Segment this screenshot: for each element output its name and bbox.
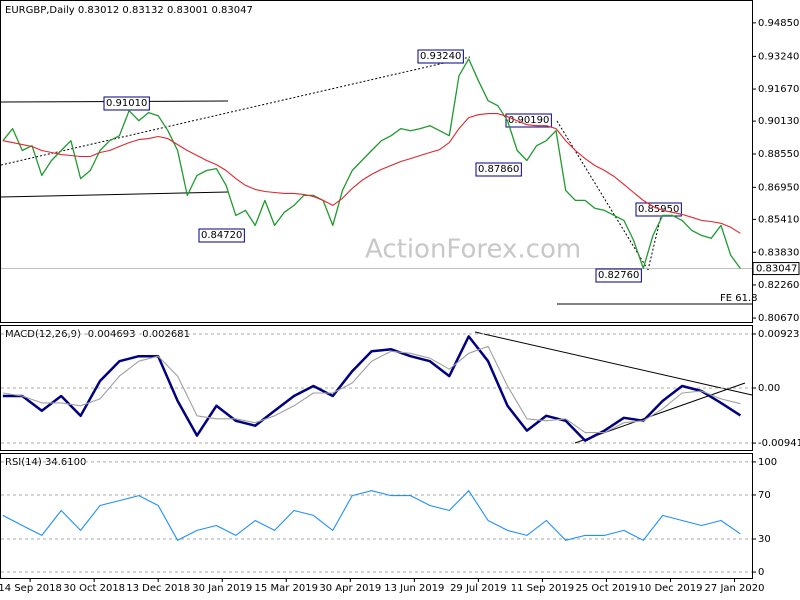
x-tick-label: 29 Jul 2019 — [450, 583, 507, 594]
y-tick-label: 0 — [758, 567, 764, 578]
annotation: FE 61.8 — [720, 293, 758, 304]
annotation-box — [595, 268, 642, 283]
x-tick-label: 25 Oct 2019 — [576, 583, 638, 594]
annotation-box — [475, 162, 522, 177]
annotation: 0.93240 — [420, 51, 461, 62]
y-tick-label: 0.90130 — [758, 116, 799, 127]
y-tick-label: 0.83830 — [758, 247, 799, 258]
x-tick-label: 14 Sep 2018 — [0, 583, 62, 594]
x-tick-label: 13 Dec 2018 — [126, 583, 190, 594]
y-tick-label: 30 — [758, 534, 771, 545]
y-tick-label: 0.80670 — [758, 313, 799, 324]
macd-title: MACD(12,26,9) -0.004693 -0.002681 — [5, 329, 190, 340]
y-tick-label: 0.009237 — [758, 329, 800, 340]
rsi-panel — [0, 453, 753, 579]
x-tick-label: 11 Sep 2019 — [511, 583, 574, 594]
series-line — [2, 335, 742, 442]
y-tick-label: -0.009413 — [758, 438, 800, 449]
y-tick-label: 0.85410 — [758, 214, 799, 225]
y-tick-label: 0.93240 — [758, 51, 799, 62]
trend-line — [0, 56, 471, 166]
series-line — [2, 345, 741, 434]
y-tick-label: 100 — [758, 457, 777, 468]
y-tick-label: 70 — [758, 490, 771, 501]
annotation-box — [505, 113, 552, 128]
price-title: EURGBP,Daily 0.83012 0.83132 0.83001 0.8… — [5, 5, 253, 16]
annotation-box — [635, 202, 682, 217]
y-tick-label: 0.86950 — [758, 182, 799, 193]
x-tick-label: 13 Jun 2019 — [384, 583, 444, 594]
series-line — [2, 490, 741, 541]
trend-line — [556, 120, 649, 271]
x-tick-label: 30 Jan 2019 — [192, 583, 252, 594]
y-tick-label: 0.88550 — [758, 149, 799, 160]
rsi-title: RSI(14) 34.6100 — [5, 457, 86, 468]
annotation-box — [103, 96, 150, 111]
price-panel — [0, 0, 753, 323]
x-tick-label: 27 Jan 2020 — [705, 583, 765, 594]
annotation: 0.87860 — [478, 164, 519, 175]
y-tick-label: 0.91670 — [758, 84, 799, 95]
x-tick-label: 15 Mar 2019 — [255, 583, 318, 594]
x-tick-label: 30 Apr 2019 — [319, 583, 381, 594]
annotation: 0.91010 — [106, 98, 147, 109]
y-tick-label: 0.82260 — [758, 280, 799, 291]
last-price-box — [752, 262, 800, 276]
annotation: 0.85950 — [638, 204, 679, 215]
y-tick-label: 0.00 — [758, 383, 780, 394]
annotation-box — [198, 228, 245, 243]
watermark: ActionForex.com — [365, 235, 581, 265]
annotation: 0.82760 — [598, 270, 639, 281]
macd-trend-line — [474, 331, 753, 396]
annotation: 0.84720 — [201, 230, 242, 241]
annotation-box — [417, 49, 464, 64]
series-line — [2, 58, 741, 269]
series-line — [2, 113, 741, 234]
channel-line — [0, 191, 229, 198]
last-price-label: 0.83047 — [756, 264, 797, 275]
annotation: 0.90190 — [508, 115, 549, 126]
x-tick-label: 10 Dec 2019 — [639, 583, 703, 594]
y-tick-label: 0.94850 — [758, 18, 799, 29]
x-tick-label: 30 Oct 2018 — [63, 583, 125, 594]
